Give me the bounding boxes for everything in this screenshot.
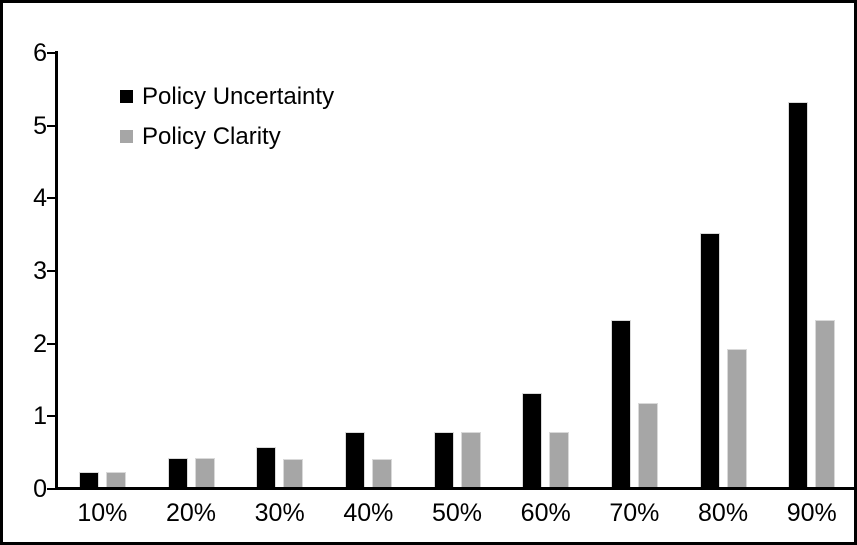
x-axis-labels: 10% 20% 30% 40% 50% 60% 70% 80% 90% bbox=[58, 499, 854, 528]
bar-group-40% bbox=[324, 3, 413, 487]
bar-policy-clarity-10% bbox=[105, 472, 126, 487]
bar-policy-clarity-30% bbox=[283, 459, 304, 487]
bar-policy-uncertainty-70% bbox=[610, 320, 631, 487]
y-axis-tick-0 bbox=[47, 488, 56, 490]
y-axis-tick-2 bbox=[47, 342, 56, 345]
y-axis-tick-1 bbox=[47, 415, 56, 418]
legend-item-policy-clarity: Policy Clarity bbox=[120, 122, 334, 150]
x-axis-label-70%: 70% bbox=[609, 499, 660, 527]
bar-group-20% bbox=[147, 3, 236, 487]
x-axis-label-20%: 20% bbox=[165, 499, 217, 527]
x-axis-label-10%: 10% bbox=[77, 499, 128, 527]
y-axis-tick-3 bbox=[47, 270, 56, 272]
legend-swatch-icon bbox=[120, 90, 133, 103]
legend-item-policy-uncertainty: Policy Uncertainty bbox=[120, 82, 335, 110]
x-axis-label-30%: 30% bbox=[254, 499, 305, 527]
x-axis-label-40%: 40% bbox=[343, 499, 394, 527]
legend-label: Policy Clarity bbox=[142, 122, 281, 150]
y-axis-label-3: 3 bbox=[33, 257, 47, 285]
bar-policy-clarity-20% bbox=[194, 458, 215, 487]
legend: Policy Uncertainty Policy Clarity bbox=[120, 82, 335, 150]
bar-policy-uncertainty-90% bbox=[788, 102, 809, 487]
bar-policy-uncertainty-30% bbox=[256, 447, 277, 487]
x-axis-line bbox=[55, 487, 854, 490]
bar-policy-uncertainty-50% bbox=[433, 432, 454, 487]
y-axis-tick-6 bbox=[47, 52, 56, 54]
bar-group-30% bbox=[235, 3, 324, 487]
y-axis-label-4: 4 bbox=[33, 184, 47, 213]
bar-policy-clarity-60% bbox=[549, 432, 570, 487]
x-axis-label-80%: 80% bbox=[698, 499, 749, 527]
y-axis-label-0: 0 bbox=[33, 475, 47, 503]
y-axis-tick-5 bbox=[47, 124, 56, 127]
x-axis-label-50%: 50% bbox=[432, 499, 483, 527]
y-axis-label-6: 6 bbox=[33, 39, 47, 67]
bar-policy-uncertainty-40% bbox=[344, 432, 365, 487]
bar-policy-uncertainty-10% bbox=[78, 472, 99, 487]
y-axis-tick-4 bbox=[47, 197, 56, 200]
y-axis-label-1: 1 bbox=[33, 402, 47, 431]
plot-area bbox=[58, 3, 854, 487]
x-axis-label-90%: 90% bbox=[786, 499, 837, 527]
x-axis-label-60%: 60% bbox=[520, 499, 571, 527]
legend-label: Policy Uncertainty bbox=[142, 82, 335, 110]
bar-policy-clarity-70% bbox=[637, 403, 658, 487]
bar-policy-uncertainty-60% bbox=[522, 393, 543, 487]
legend-swatch-icon bbox=[120, 130, 133, 143]
bar-policy-clarity-50% bbox=[460, 432, 481, 487]
bar-group-70% bbox=[590, 3, 679, 487]
bar-group-80% bbox=[679, 3, 768, 487]
bar-policy-clarity-40% bbox=[371, 459, 392, 487]
bar-group-50% bbox=[413, 3, 502, 487]
y-axis-label-5: 5 bbox=[33, 111, 47, 140]
bar-group-60% bbox=[501, 3, 590, 487]
bar-policy-uncertainty-20% bbox=[167, 458, 188, 487]
bar-policy-uncertainty-80% bbox=[699, 233, 720, 487]
y-axis-line bbox=[55, 51, 58, 490]
bar-group-90% bbox=[767, 3, 854, 487]
bar-group-10% bbox=[58, 3, 147, 487]
bar-policy-clarity-90% bbox=[815, 320, 836, 487]
bar-policy-clarity-80% bbox=[726, 349, 747, 487]
y-axis-label-2: 2 bbox=[33, 329, 47, 358]
